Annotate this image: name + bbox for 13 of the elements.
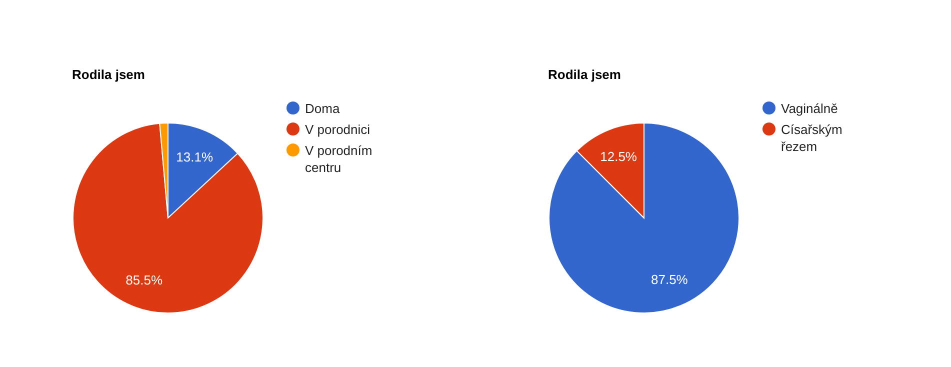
chart-title: Rodila jsem: [548, 67, 620, 82]
legend-label: Doma: [305, 101, 340, 116]
chart-title: Rodila jsem: [72, 67, 145, 82]
data-label: 85.5%: [126, 272, 163, 288]
pie-slice: [548, 122, 739, 314]
data-label: 87.5%: [650, 272, 688, 287]
legend-label: Císařským řezem: [780, 122, 842, 154]
legend-label: Vaginálně: [780, 101, 838, 116]
legend-label: V porodnici: [305, 122, 370, 137]
pie-slice: [72, 122, 264, 314]
data-label: 13.1%: [176, 150, 214, 165]
legend-label: V porodním centru: [305, 143, 372, 175]
data-label: 12.5%: [600, 149, 637, 164]
